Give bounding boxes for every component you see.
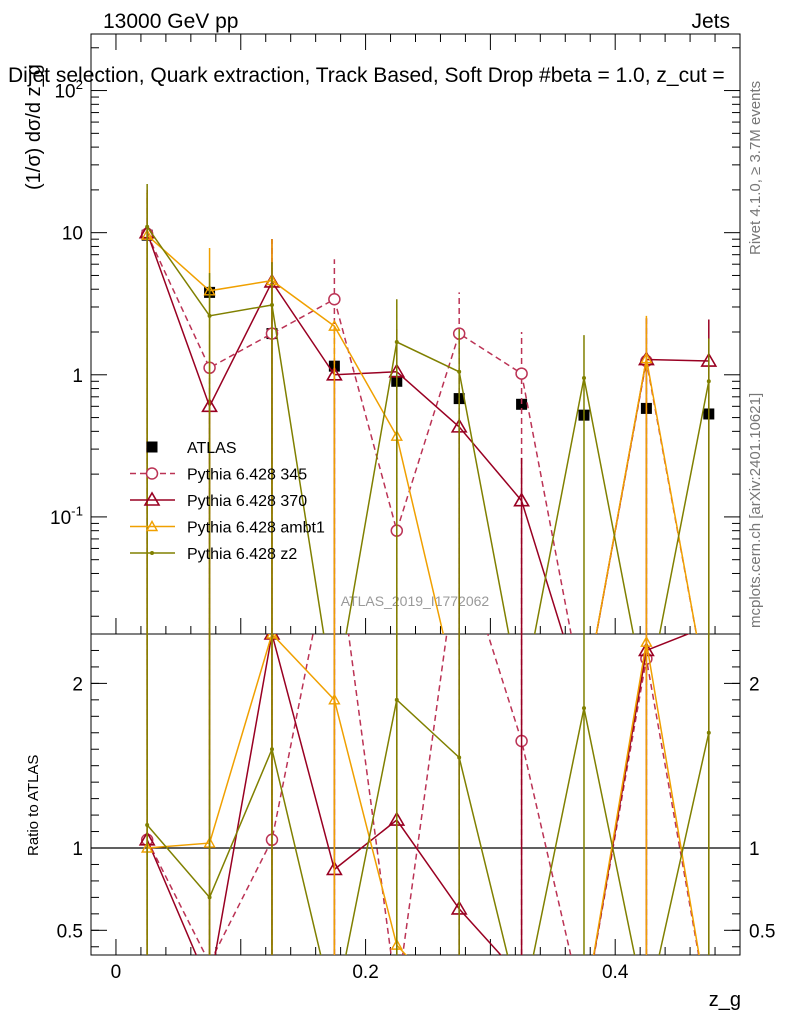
ratio-point bbox=[581, 706, 586, 711]
legend-marker bbox=[145, 467, 159, 480]
main-y-tick-label: 10 bbox=[62, 224, 83, 245]
data-point bbox=[515, 367, 528, 380]
x-axis-label: z_g bbox=[709, 989, 741, 1011]
data-point bbox=[516, 398, 528, 410]
data-point bbox=[513, 492, 530, 507]
data-point bbox=[706, 379, 711, 384]
ratio-y-axis-label: Ratio to ATLAS bbox=[25, 755, 42, 856]
ratio-y-tick-label: 2 bbox=[72, 674, 83, 695]
energy-label: 13000 GeV pp bbox=[103, 10, 238, 33]
legend-label: ATLAS bbox=[187, 440, 237, 457]
watermark: ATLAS_2019_I1772062 bbox=[341, 593, 490, 609]
x-tick-label: 0.4 bbox=[602, 962, 629, 983]
ratio-y-tick-label-right: 2 bbox=[749, 674, 760, 695]
main-y-axis-label: (1/σ) dσ/d z_g bbox=[23, 64, 45, 190]
ratio-point bbox=[204, 958, 215, 969]
series-line-4 bbox=[146, 226, 710, 634]
ratio-point bbox=[328, 693, 341, 705]
data-point bbox=[328, 319, 341, 331]
mcplots-label: mcplots.cern.ch [arXiv:2401.10621] bbox=[747, 393, 764, 628]
ratio-point bbox=[391, 992, 402, 1003]
ratio-point bbox=[640, 635, 653, 647]
x-tick-label: 0 bbox=[111, 962, 122, 983]
ratio-point bbox=[145, 822, 150, 827]
process-label: Jets bbox=[691, 10, 730, 33]
ratio-point bbox=[457, 755, 462, 760]
legend-label: Pythia 6.428 ambt1 bbox=[187, 520, 325, 537]
legend-label: Pythia 6.428 370 bbox=[187, 493, 307, 510]
ratio-y-tick-label-right: 0.5 bbox=[749, 921, 775, 942]
ratio-line-2 bbox=[147, 634, 700, 955]
ratio-point bbox=[706, 730, 711, 735]
series-line-1 bbox=[146, 233, 698, 634]
legend-label: Pythia 6.428 z2 bbox=[187, 546, 297, 563]
data-point bbox=[269, 302, 274, 307]
legend-marker bbox=[150, 551, 154, 555]
rivet-label: Rivet 4.1.0, ≥ 3.7M events bbox=[747, 81, 764, 255]
main-plot-frame bbox=[90, 33, 741, 635]
ratio-point bbox=[515, 971, 529, 983]
data-point bbox=[581, 375, 586, 380]
main-y-tick-label: 1 bbox=[72, 366, 83, 387]
legend-label: Pythia 6.428 345 bbox=[187, 467, 307, 484]
ratio-point bbox=[269, 747, 274, 752]
ratio-point bbox=[207, 895, 212, 900]
legend-marker bbox=[145, 520, 159, 532]
plot-title: Dijet selection, Quark extraction, Track… bbox=[8, 64, 725, 87]
main-y-tick-label: 102 bbox=[54, 77, 83, 103]
x-tick-label: 0.2 bbox=[352, 962, 378, 983]
ratio-y-tick-label: 0.5 bbox=[57, 921, 83, 942]
data-point bbox=[328, 293, 341, 306]
data-point bbox=[207, 313, 212, 318]
data-point bbox=[145, 224, 150, 229]
data-point bbox=[457, 369, 462, 374]
ratio-y-tick-label-right: 1 bbox=[749, 839, 760, 860]
ratio-point bbox=[394, 697, 399, 702]
legend-marker bbox=[146, 441, 158, 453]
ratio-point bbox=[203, 979, 217, 991]
legend-marker bbox=[143, 491, 161, 506]
main-y-tick-label: 10-1 bbox=[50, 503, 83, 529]
ratio-line-3 bbox=[146, 698, 710, 955]
series-line-3 bbox=[146, 234, 698, 634]
ratio-y-tick-label: 1 bbox=[72, 839, 83, 860]
data-point bbox=[640, 352, 653, 364]
data-point bbox=[394, 340, 399, 345]
